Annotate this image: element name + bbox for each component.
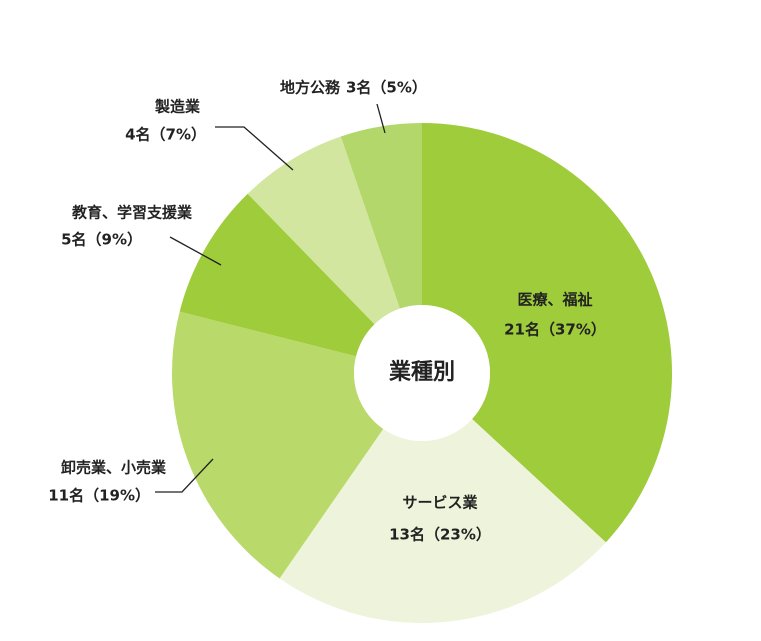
slice [340, 123, 422, 309]
center-label: 業種別 [389, 360, 455, 385]
slice-name: 卸売業、小売業 [61, 459, 167, 477]
leaders [155, 103, 386, 493]
value-label: 21名（37%） [504, 321, 606, 339]
slice-name: 製造業 [154, 98, 201, 116]
value-label: 11名（19%） [48, 487, 150, 505]
donut-hole [354, 305, 490, 441]
slice [179, 193, 375, 357]
value-label: 13名（23%） [389, 526, 491, 544]
value-label: 4名（7%） [125, 126, 206, 144]
slice [172, 311, 384, 579]
slice [422, 123, 672, 543]
value-label: 3名（5%） [346, 79, 427, 97]
slices [172, 123, 672, 623]
value-label: 5名（9%） [61, 231, 142, 249]
slice-name: 地方公務 [280, 79, 341, 97]
slice [279, 419, 606, 623]
slice [247, 136, 400, 325]
slice-name: 教育、学習支援業 [71, 204, 193, 222]
leader-line [169, 236, 222, 266]
leader-line [215, 126, 294, 171]
slice-name: 医療、福祉 [517, 291, 592, 309]
leader-line [155, 458, 214, 493]
leader-line [376, 103, 386, 134]
slice-name: サービス業 [402, 494, 478, 512]
